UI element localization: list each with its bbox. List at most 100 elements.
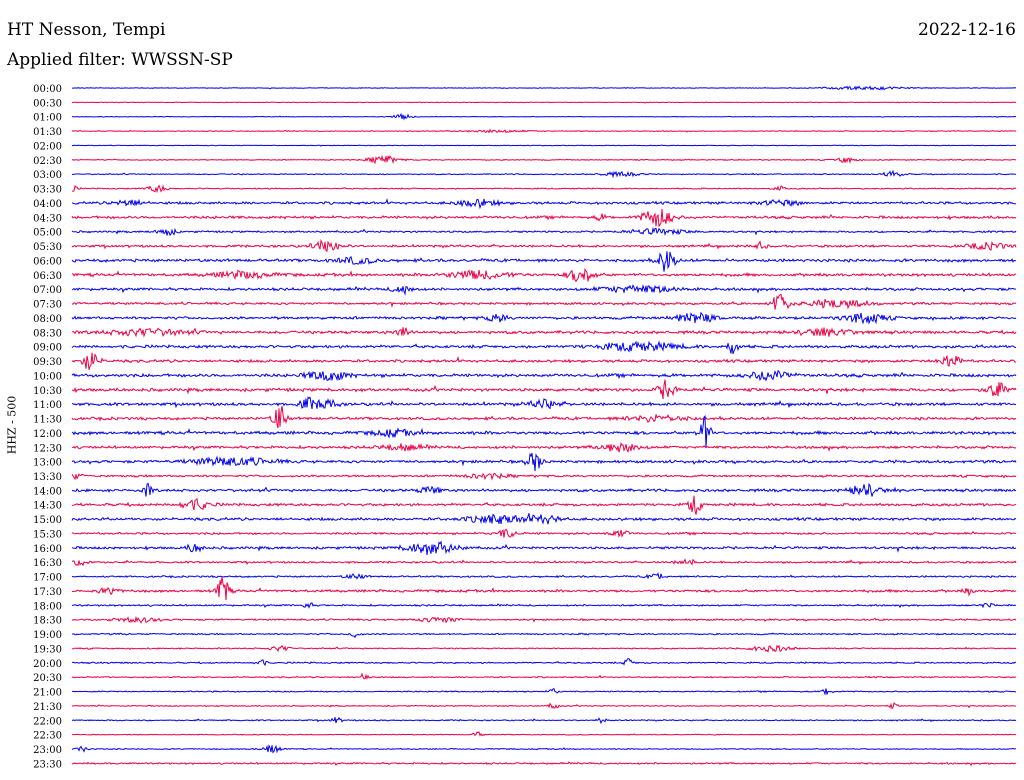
trace-line bbox=[71, 144, 1017, 147]
filter-label: Applied filter: WWSSN-SP bbox=[7, 50, 233, 70]
time-label: 04:00 bbox=[33, 199, 62, 210]
time-label: 17:30 bbox=[33, 587, 62, 598]
time-label: 22:00 bbox=[33, 716, 62, 727]
trace-line bbox=[72, 576, 1017, 601]
trace-line bbox=[71, 644, 1017, 653]
trace-line bbox=[71, 452, 1017, 472]
trace-line bbox=[71, 658, 1017, 667]
trace-line bbox=[71, 198, 1016, 210]
trace-line bbox=[71, 731, 1017, 737]
trace-line bbox=[71, 379, 1017, 400]
time-label: 02:30 bbox=[33, 156, 62, 167]
time-label: 01:00 bbox=[33, 113, 62, 124]
trace-line bbox=[71, 112, 1017, 121]
time-label: 03:00 bbox=[33, 170, 62, 181]
time-label: 07:30 bbox=[33, 300, 62, 311]
trace-line bbox=[71, 169, 1016, 179]
trace-line bbox=[71, 405, 1017, 429]
trace-line bbox=[72, 85, 1017, 91]
time-label: 12:30 bbox=[33, 443, 62, 454]
trace-line bbox=[71, 311, 1017, 325]
trace-line bbox=[71, 283, 1017, 296]
time-label: 19:00 bbox=[33, 630, 62, 641]
trace-line bbox=[71, 101, 1017, 104]
time-label: 15:00 bbox=[33, 515, 62, 526]
time-label: 22:30 bbox=[33, 731, 62, 742]
trace-line bbox=[71, 268, 1017, 283]
trace-line bbox=[71, 482, 1017, 497]
time-label: 19:30 bbox=[33, 644, 62, 655]
time-label: 18:30 bbox=[33, 616, 62, 627]
time-label: 09:30 bbox=[33, 357, 62, 368]
time-label: 17:00 bbox=[33, 573, 62, 584]
trace-line bbox=[71, 184, 1017, 194]
trace-line bbox=[71, 239, 1017, 252]
time-label: 16:30 bbox=[33, 558, 62, 569]
trace-line bbox=[71, 293, 1017, 310]
trace-line bbox=[71, 226, 1017, 237]
trace-line bbox=[71, 602, 1017, 609]
trace-line bbox=[71, 702, 1016, 710]
time-label: 23:30 bbox=[33, 759, 62, 770]
trace-line bbox=[71, 761, 1017, 767]
trace-line bbox=[71, 513, 1017, 525]
trace-line bbox=[71, 558, 1017, 567]
trace-line bbox=[71, 340, 1017, 355]
time-label: 21:30 bbox=[33, 702, 62, 713]
trace-line bbox=[71, 128, 1017, 134]
time-label: 16:00 bbox=[33, 544, 62, 555]
trace-line bbox=[71, 251, 1017, 272]
trace-line bbox=[71, 615, 1017, 624]
time-label: 14:00 bbox=[33, 486, 62, 497]
time-label: 15:30 bbox=[33, 529, 62, 540]
trace-line bbox=[71, 352, 1017, 370]
time-label: 10:00 bbox=[33, 371, 62, 382]
trace-line bbox=[71, 540, 1017, 555]
time-label: 11:00 bbox=[33, 400, 62, 411]
time-label: 06:00 bbox=[33, 256, 62, 267]
time-label: 08:30 bbox=[33, 328, 62, 339]
time-label: 11:30 bbox=[33, 415, 62, 426]
trace-line bbox=[71, 495, 1017, 515]
time-label: 23:00 bbox=[33, 745, 62, 756]
station-title: HT Nesson, Tempi bbox=[7, 20, 166, 40]
trace-line bbox=[71, 396, 1017, 410]
trace-line bbox=[71, 472, 1017, 481]
time-label: 21:00 bbox=[33, 688, 62, 699]
time-label: 13:30 bbox=[33, 472, 62, 483]
time-label: 03:30 bbox=[33, 185, 62, 196]
trace-line bbox=[71, 744, 1017, 754]
time-label: 13:00 bbox=[33, 458, 62, 469]
trace-line bbox=[71, 528, 1017, 538]
time-label: 07:00 bbox=[33, 285, 62, 296]
time-label: 20:00 bbox=[33, 659, 62, 670]
time-label: 10:30 bbox=[33, 386, 62, 397]
time-label: 04:30 bbox=[33, 213, 62, 224]
time-label: 06:30 bbox=[33, 271, 62, 282]
trace-line bbox=[71, 442, 1017, 453]
time-label: 01:30 bbox=[33, 127, 62, 138]
trace-line bbox=[71, 716, 1017, 725]
time-label: 14:30 bbox=[33, 501, 62, 512]
trace-line bbox=[71, 208, 1017, 228]
time-label: 00:30 bbox=[33, 98, 62, 109]
trace-line bbox=[71, 415, 1017, 449]
trace-line bbox=[71, 672, 1017, 680]
time-label: 02:00 bbox=[33, 141, 62, 152]
trace-line bbox=[71, 688, 1016, 696]
date-label: 2022-12-16 bbox=[917, 20, 1016, 40]
trace-line bbox=[71, 327, 1017, 338]
time-label: 18:00 bbox=[33, 601, 62, 612]
time-label: 09:00 bbox=[33, 343, 62, 354]
time-label: 20:30 bbox=[33, 673, 62, 684]
time-label: 00:00 bbox=[33, 84, 62, 95]
time-label: 12:00 bbox=[33, 429, 62, 440]
trace-line bbox=[71, 369, 1017, 382]
trace-line bbox=[72, 632, 1017, 639]
time-label: 08:00 bbox=[33, 314, 62, 325]
time-label: 05:00 bbox=[33, 228, 62, 239]
time-label: 05:30 bbox=[33, 242, 62, 253]
trace-line bbox=[71, 154, 1017, 165]
